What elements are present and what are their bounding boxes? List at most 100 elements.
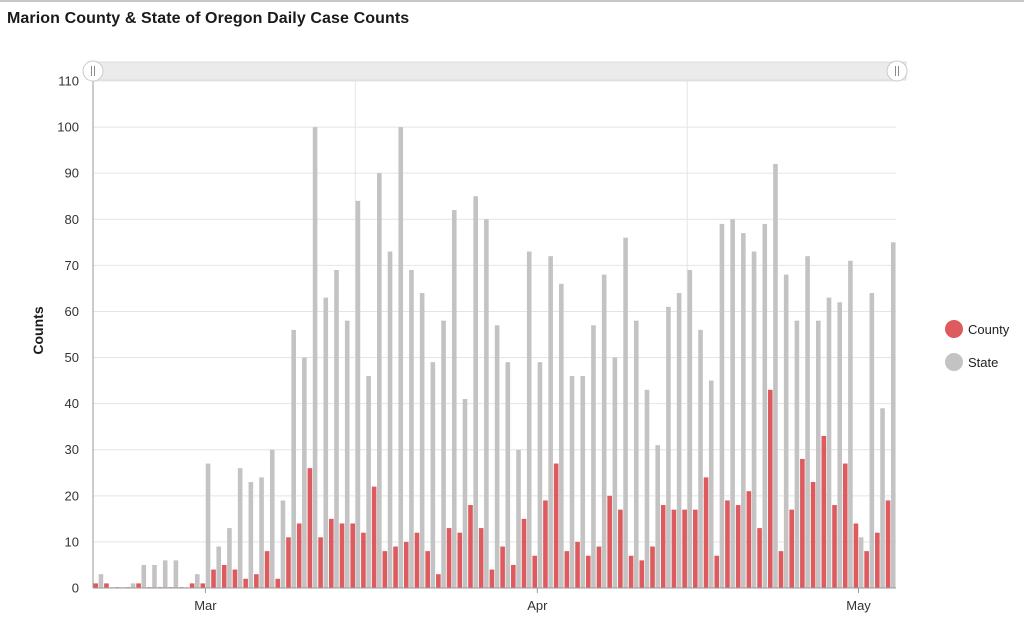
county-bar[interactable] (371, 486, 377, 588)
county-bar[interactable] (778, 551, 784, 588)
county-bar[interactable] (307, 468, 313, 588)
state-bar[interactable] (323, 297, 329, 588)
state-bar[interactable] (237, 468, 243, 588)
county-bar[interactable] (800, 458, 805, 588)
county-bar[interactable] (329, 518, 334, 588)
county-bar[interactable] (628, 555, 634, 588)
state-bar[interactable] (334, 269, 339, 588)
state-bar[interactable] (633, 320, 639, 588)
state-bar[interactable] (837, 302, 843, 588)
slider-handle-knob[interactable] (82, 60, 104, 82)
county-bar[interactable] (361, 532, 366, 588)
state-bar[interactable] (719, 223, 725, 588)
state-bar[interactable] (687, 269, 693, 588)
state-bar[interactable] (516, 449, 521, 588)
state-bar[interactable] (248, 481, 254, 588)
county-bar[interactable] (500, 546, 505, 588)
state-bar[interactable] (451, 210, 457, 589)
county-bar[interactable] (436, 574, 441, 588)
state-bar[interactable] (280, 500, 286, 588)
state-bar[interactable] (312, 127, 318, 588)
county-bar[interactable] (403, 541, 409, 588)
county-bar[interactable] (703, 477, 709, 588)
county-bar[interactable] (821, 435, 827, 588)
county-bar[interactable] (254, 574, 259, 588)
state-bar[interactable] (173, 560, 179, 588)
state-bar[interactable] (344, 320, 350, 588)
county-bar[interactable] (789, 509, 794, 588)
county-bar[interactable] (596, 546, 602, 588)
state-bar[interactable] (141, 564, 147, 588)
county-bar[interactable] (478, 528, 484, 588)
state-bar[interactable] (569, 375, 575, 588)
state-bar[interactable] (152, 564, 157, 588)
county-bar[interactable] (607, 495, 612, 588)
county-bar[interactable] (853, 523, 859, 588)
state-bar[interactable] (419, 293, 425, 588)
state-bar[interactable] (302, 357, 307, 588)
county-bar[interactable] (243, 578, 248, 588)
state-bar[interactable] (216, 546, 222, 588)
state-bar[interactable] (473, 196, 478, 589)
county-bar[interactable] (232, 569, 238, 588)
county-bar[interactable] (93, 583, 99, 588)
state-bar[interactable] (591, 325, 596, 588)
state-bar[interactable] (505, 362, 511, 588)
state-bar[interactable] (377, 173, 382, 588)
county-bar[interactable] (511, 564, 516, 588)
county-bar[interactable] (842, 463, 848, 588)
county-bar[interactable] (810, 481, 816, 588)
state-bar[interactable] (409, 269, 414, 588)
county-bar[interactable] (757, 528, 762, 588)
state-bar[interactable] (548, 256, 553, 588)
county-bar[interactable] (189, 583, 195, 588)
state-bar[interactable] (666, 306, 671, 588)
county-bar[interactable] (318, 537, 323, 588)
county-bar[interactable] (457, 532, 463, 588)
state-bar[interactable] (580, 375, 586, 588)
county-bar[interactable] (725, 500, 730, 588)
county-bar[interactable] (200, 583, 206, 588)
county-bar[interactable] (650, 546, 655, 588)
county-bar[interactable] (585, 555, 591, 588)
state-bar[interactable] (430, 362, 436, 588)
county-bar[interactable] (767, 389, 773, 588)
county-bar[interactable] (553, 463, 559, 588)
county-bar[interactable] (275, 578, 281, 588)
county-bar[interactable] (382, 551, 388, 588)
legend-item-state[interactable]: State (945, 353, 998, 371)
county-bar[interactable] (543, 500, 548, 588)
county-bar[interactable] (446, 528, 452, 588)
state-bar[interactable] (195, 574, 200, 588)
county-bar[interactable] (875, 532, 880, 588)
state-bar[interactable] (826, 297, 832, 588)
state-bar[interactable] (484, 219, 489, 588)
state-bar[interactable] (644, 389, 650, 588)
state-bar[interactable] (869, 293, 875, 588)
county-bar[interactable] (864, 551, 869, 588)
slider-handle-left[interactable] (82, 60, 104, 82)
county-bar[interactable] (425, 551, 430, 588)
state-bar[interactable] (162, 560, 168, 588)
county-bar[interactable] (414, 532, 420, 588)
county-bar[interactable] (532, 555, 538, 588)
state-bar[interactable] (762, 223, 768, 588)
county-bar[interactable] (286, 537, 291, 588)
state-bar[interactable] (880, 408, 885, 588)
legend[interactable]: County State (945, 320, 1010, 371)
county-bar[interactable] (339, 523, 345, 588)
county-bar[interactable] (885, 500, 891, 588)
state-bar[interactable] (526, 251, 532, 589)
state-bar[interactable] (676, 293, 682, 588)
state-bar[interactable] (890, 242, 896, 588)
state-bar[interactable] (751, 251, 757, 589)
state-bar[interactable] (805, 256, 810, 588)
county-bar[interactable] (671, 509, 677, 588)
county-bar[interactable] (575, 541, 580, 588)
state-bar[interactable] (355, 200, 361, 588)
county-bar[interactable] (264, 551, 270, 588)
state-bar[interactable] (773, 163, 778, 588)
county-bar[interactable] (714, 555, 720, 588)
state-bar[interactable] (291, 329, 296, 588)
state-bar[interactable] (98, 574, 104, 588)
